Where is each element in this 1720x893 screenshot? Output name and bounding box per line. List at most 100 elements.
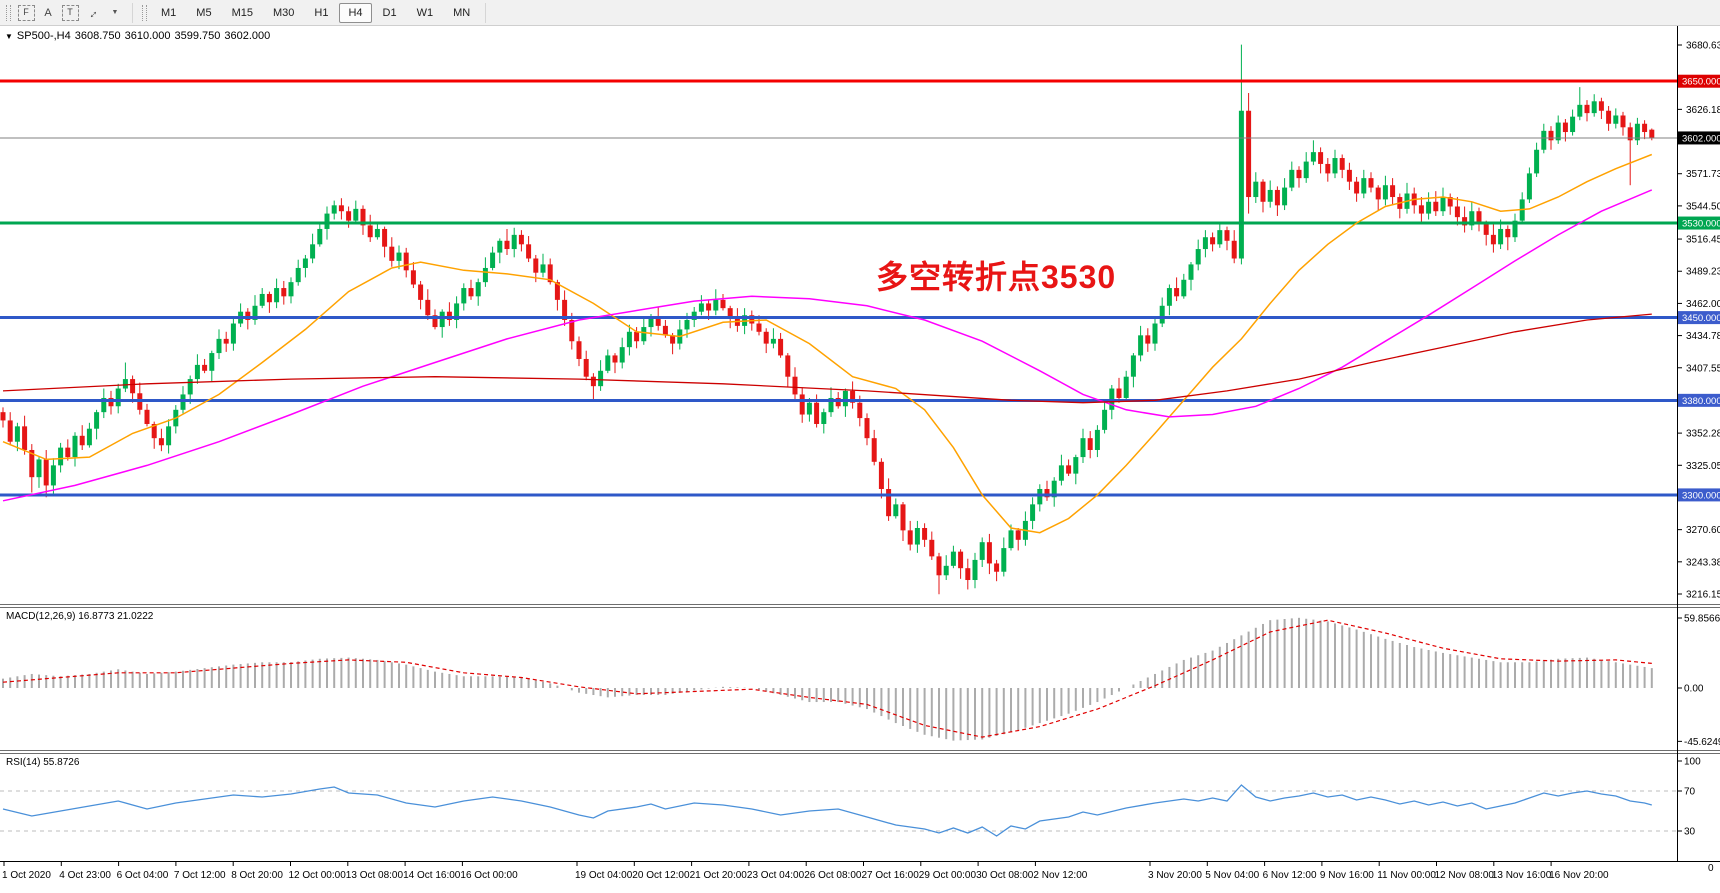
svg-text:3380.000: 3380.000: [1682, 396, 1720, 407]
svg-text:0.00: 0.00: [1684, 684, 1704, 695]
svg-text:23 Oct 04:00: 23 Oct 04:00: [747, 870, 805, 881]
horizontal-level-lines: [0, 79, 1677, 497]
moving-averages-layer: [2, 153, 1653, 534]
svg-text:70: 70: [1684, 787, 1696, 798]
svg-text:3300.000: 3300.000: [1682, 490, 1720, 501]
price-tag-3650.000: [1678, 74, 1720, 88]
chart-canvas[interactable]: 3680.630 3626.180 3571.730 3544.505 3516.455…: [0, 26, 1720, 893]
svg-text:3216.155: 3216.155: [1686, 590, 1720, 601]
rsi-line: [2, 784, 1652, 837]
timeframe-button-MN[interactable]: MN: [453, 6, 471, 19]
svg-text:59.8566: 59.8566: [1684, 613, 1720, 624]
cursor-arrows-icon[interactable]: ↔: [82, 3, 102, 22]
timeframe-button-H4[interactable]: H4: [339, 2, 372, 23]
svg-text:16 Nov 20:00: 16 Nov 20:00: [1549, 870, 1609, 881]
toolbar-grip[interactable]: [6, 4, 11, 21]
toolbar-separator: [132, 2, 133, 23]
price-tag-3602.000: [1678, 131, 1720, 145]
timeframe-button-M15[interactable]: M15: [231, 6, 253, 19]
price-tag-3530.000: [1678, 216, 1720, 230]
rsi-indicator-label: RSI(14) 55.8726: [6, 757, 80, 768]
svg-text:3680.630: 3680.630: [1686, 41, 1720, 52]
text-label-a-icon[interactable]: A: [38, 3, 58, 22]
cursor-arrows-glyph: ↔: [82, 3, 102, 22]
rsi-pane: [0, 784, 1677, 837]
svg-text:14 Oct 16:00: 14 Oct 16:00: [403, 870, 461, 881]
chart-text-annotation[interactable]: 多空转折点3530: [876, 259, 1117, 295]
timeframe-button-M5[interactable]: M5: [196, 6, 212, 19]
candles-layer: [0, 44, 1655, 595]
svg-text:3626.180: 3626.180: [1686, 105, 1720, 116]
svg-text:16 Oct 00:00: 16 Oct 00:00: [460, 870, 518, 881]
toolbar-separator-2: [485, 2, 487, 23]
svg-text:6 Nov 12:00: 6 Nov 12:00: [1263, 870, 1317, 881]
timeframe-button-M30[interactable]: M30: [272, 6, 295, 19]
svg-text:11 Nov 00:00: 11 Nov 00:00: [1377, 870, 1436, 881]
svg-text:3434.780: 3434.780: [1686, 331, 1720, 342]
ma-mid-magenta: [2, 189, 1653, 502]
ma-fast-orange: [2, 153, 1653, 534]
text-label-a-glyph: A: [44, 6, 52, 19]
svg-text:-45.6249: -45.6249: [1684, 737, 1720, 748]
svg-text:9 Nov 16:00: 9 Nov 16:00: [1320, 870, 1374, 881]
macd-indicator-label: MACD(12,26,9) 16.8773 21.0222: [6, 611, 154, 622]
svg-text:19 Oct 04:00: 19 Oct 04:00: [575, 870, 633, 881]
svg-text:21 Oct 20:00: 21 Oct 20:00: [690, 870, 748, 881]
timeframe-button-D1[interactable]: D1: [382, 6, 397, 19]
svg-text:3352.280: 3352.280: [1686, 429, 1720, 440]
ohlc-close: 3602.000: [224, 30, 271, 42]
top-toolbar: F A T ↔ ▼ M1 M5 M15 M30 H1 H4 D1 W1 MN: [0, 0, 1720, 26]
symbol-title[interactable]: ▼ SP500-,H4 3608.750 3610.000 3599.750 3602.0…: [5, 30, 274, 42]
svg-text:26 Oct 08:00: 26 Oct 08:00: [804, 870, 862, 881]
svg-text:3571.730: 3571.730: [1686, 169, 1720, 180]
price-tag-3380.000: [1678, 393, 1720, 407]
ohlc-open: 3608.750: [74, 30, 121, 42]
macd-signal-line: [2, 619, 1652, 738]
ohlc-low: 3599.750: [174, 30, 221, 42]
svg-text:3544.505: 3544.505: [1686, 201, 1720, 212]
macd-pane: [2, 617, 1653, 741]
svg-text:3325.055: 3325.055: [1686, 461, 1720, 472]
svg-text:3450.000: 3450.000: [1682, 313, 1720, 324]
svg-text:3407.555: 3407.555: [1686, 363, 1720, 374]
timeframe-toolbar-grip[interactable]: [142, 4, 147, 21]
timeframe-button-W1[interactable]: W1: [416, 6, 434, 19]
price-tag-3450.000: [1678, 311, 1720, 325]
timeframe-button-M1[interactable]: M1: [161, 6, 177, 19]
symbol-name: SP500-,H4: [16, 30, 71, 42]
chart-area[interactable]: 3680.630 3626.180 3571.730 3544.505 3516.455…: [0, 26, 1720, 893]
ohlc-high: 3610.000: [124, 30, 171, 42]
svg-text:13 Oct 08:00: 13 Oct 08:00: [346, 870, 404, 881]
svg-text:13 Nov 16:00: 13 Nov 16:00: [1492, 870, 1552, 881]
svg-text:100: 100: [1684, 757, 1701, 768]
svg-text:8 Oct 20:00: 8 Oct 20:00: [231, 870, 283, 881]
svg-text:27 Oct 16:00: 27 Oct 16:00: [862, 870, 920, 881]
tools-dropdown-caret-icon[interactable]: ▼: [105, 3, 125, 22]
svg-text:3516.455: 3516.455: [1686, 235, 1720, 246]
svg-text:3462.005: 3462.005: [1686, 299, 1720, 310]
svg-text:5 Nov 04:00: 5 Nov 04:00: [1205, 870, 1259, 881]
svg-text:3243.380: 3243.380: [1686, 557, 1720, 568]
text-tool-t-icon[interactable]: T: [60, 3, 80, 22]
price-tag-3300.000: [1678, 488, 1720, 502]
text-tool-t-glyph: T: [61, 4, 79, 21]
svg-text:30 Oct 08:00: 30 Oct 08:00: [976, 870, 1034, 881]
dropdown-caret-glyph: ▼: [111, 9, 119, 16]
timeframe-button-H1[interactable]: H1: [314, 6, 329, 19]
svg-text:3650.000: 3650.000: [1682, 77, 1720, 88]
axis-corner-text: 0: [1708, 863, 1714, 874]
svg-text:12 Oct 00:00: 12 Oct 00:00: [289, 870, 347, 881]
svg-text:3270.605: 3270.605: [1686, 525, 1720, 536]
time-axis[interactable]: 1 Oct 2020 4 Oct 23:00 6 Oct 04:00 7 Oct 12…: [2, 861, 1609, 881]
chart-chrome: [0, 26, 1720, 862]
svg-text:4 Oct 23:00: 4 Oct 23:00: [59, 870, 111, 881]
symbol-dropdown-caret-icon[interactable]: ▼: [5, 32, 13, 41]
price-axis[interactable]: 3680.630 3626.180 3571.730 3544.505 3516.455…: [1677, 41, 1720, 838]
svg-text:12 Nov 08:00: 12 Nov 08:00: [1435, 870, 1495, 881]
chart-shift-f-icon[interactable]: F: [16, 3, 36, 22]
svg-text:3530.000: 3530.000: [1682, 219, 1720, 230]
svg-text:30: 30: [1684, 827, 1696, 838]
svg-text:29 Oct 00:00: 29 Oct 00:00: [919, 870, 977, 881]
svg-text:20 Oct 12:00: 20 Oct 12:00: [632, 870, 690, 881]
svg-text:3 Nov 20:00: 3 Nov 20:00: [1148, 870, 1202, 881]
